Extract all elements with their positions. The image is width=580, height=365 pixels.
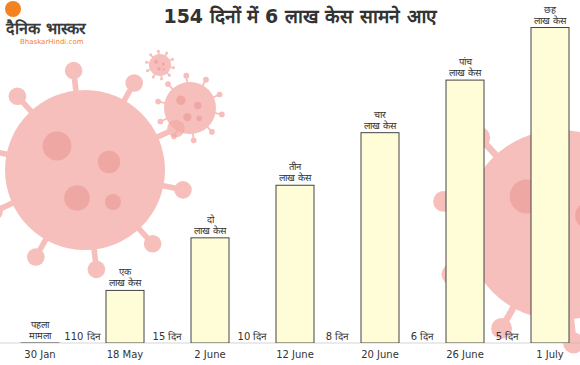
virus-spike-tip (168, 74, 171, 77)
data-label-line: लाख केस (534, 15, 567, 26)
interval-label: 110 दिन (64, 331, 100, 342)
virus-spike-tip (0, 203, 3, 221)
virus-spot (105, 194, 121, 210)
virus-body (164, 82, 216, 134)
virus-decoration (155, 73, 224, 143)
data-label-line: लाख केस (279, 172, 312, 183)
logo-subtext: BhaskarHindi.com (20, 38, 84, 46)
interval-label: 15 दिन (153, 331, 183, 342)
bar (276, 185, 314, 343)
virus-spike-tip (219, 112, 225, 118)
virus-spike-tip (152, 75, 155, 78)
bar (21, 342, 59, 343)
virus-spike-tip (191, 137, 197, 143)
virus-spike-tip (209, 129, 215, 135)
data-label-line: लाख केस (449, 67, 482, 78)
virus-spot (194, 102, 201, 109)
virus-spike-tip (145, 61, 148, 64)
virus-spot (157, 67, 161, 71)
decoration (0, 50, 580, 354)
data-label-line: तीन (289, 161, 302, 172)
virus-spot (43, 132, 72, 161)
interval-label: 10 दिन (238, 331, 268, 342)
bar (191, 238, 229, 343)
data-label-line: चार (374, 109, 387, 120)
title: 154 दिनों में 6 लाख केस सामने आए (163, 5, 437, 27)
data-label: पहलामामला (29, 319, 52, 341)
virus-spike-tip (203, 77, 209, 83)
virus-spot (197, 116, 202, 121)
data-label-line: एक (119, 266, 132, 277)
bar (446, 80, 484, 343)
virus-spot (176, 96, 185, 105)
data-label: चारलाख केस (364, 109, 397, 131)
virus-decoration (145, 50, 175, 80)
bar (531, 28, 569, 343)
bar (106, 290, 144, 343)
bar (361, 133, 399, 343)
data-label-line: पहला (31, 319, 50, 330)
category-label: 20 June (361, 349, 399, 360)
virus-spike-tip (174, 181, 192, 199)
virus-spike-tip (65, 62, 83, 80)
bars (21, 28, 569, 343)
data-label: पांचलाख केस (449, 56, 482, 78)
virus-spot (575, 202, 580, 229)
virus-spike-tip (88, 261, 106, 279)
virus-spike-tip (149, 53, 152, 56)
data-label: दोलाख केस (194, 214, 227, 236)
virus-spike-tip (27, 248, 45, 266)
logo-text: दैनिक भास्कर (5, 19, 87, 38)
virus-decoration (0, 62, 192, 278)
category-label: 18 May (107, 349, 144, 360)
virus-spot (162, 62, 165, 65)
data-label-line: दो (207, 214, 215, 225)
virus-body (149, 54, 171, 76)
virus-spike-tip (157, 50, 160, 53)
interval-label: 8 दिन (326, 331, 350, 342)
category-label: 12 June (276, 349, 314, 360)
logo-dot (5, 1, 21, 17)
virus-spike-tip (171, 133, 177, 139)
data-label: छहलाख केस (534, 4, 567, 26)
virus-spike-tip (165, 52, 168, 55)
virus-spike-tip (146, 69, 149, 72)
category-label: 2 June (194, 349, 225, 360)
category-label: 1 July (536, 349, 564, 360)
category-label: 30 Jan (24, 349, 55, 360)
data-label-line: लाख केस (194, 225, 227, 236)
virus-spike-tip (155, 99, 161, 105)
data-label: एकलाख केस (109, 266, 142, 288)
virus-spike-tip (183, 73, 189, 79)
interval-label: 6 दिन (411, 331, 435, 342)
data-label: तीनलाख केस (279, 161, 312, 183)
virus-body (5, 90, 165, 250)
virus-spot (98, 151, 120, 173)
virus-spike-tip (158, 119, 164, 125)
virus-spike-tip (160, 77, 163, 80)
chart-root: दैनिक भास्करBhaskarHindi.com 154 दिनों मे… (0, 0, 580, 365)
virus-spike-tip (165, 81, 171, 87)
chart-svg: दैनिक भास्करBhaskarHindi.com 154 दिनों मे… (0, 0, 580, 365)
virus-spike-tip (144, 235, 162, 253)
virus-spike-tip (125, 74, 143, 92)
interval-label: 5 दिन (496, 331, 520, 342)
virus-spot (64, 185, 90, 211)
virus-spot (154, 60, 158, 64)
data-label-line: मामला (29, 330, 52, 341)
virus-spike-tip (172, 66, 175, 69)
data-label-line: पांच (459, 56, 473, 67)
category-label: 26 June (446, 349, 484, 360)
virus-spike-tip (217, 92, 223, 98)
data-label-line: लाख केस (109, 277, 142, 288)
data-label-line: लाख केस (364, 120, 397, 131)
virus-spike-tip (9, 88, 27, 106)
virus-spot (163, 68, 165, 70)
virus-spike-tip (171, 58, 174, 61)
virus-spot (183, 113, 191, 121)
data-label-line: छह (544, 4, 557, 15)
